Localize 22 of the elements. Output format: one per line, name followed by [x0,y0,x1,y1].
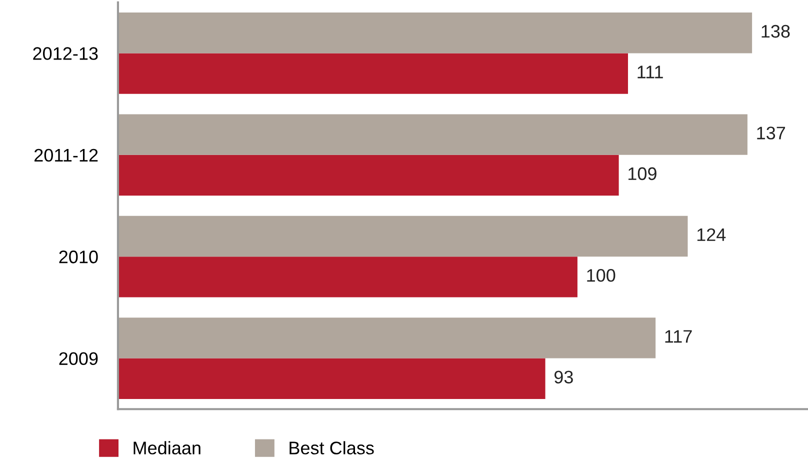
data-label: 93 [554,370,573,384]
legend-label: Mediaan [134,441,200,454]
bar [118,114,748,155]
data-label: 117 [665,330,692,343]
bar [118,216,688,257]
data-label: 109 [628,167,656,180]
bar [118,12,752,54]
data-label: 124 [697,228,726,241]
bar [118,358,546,399]
y-tick-label: 2009 [59,352,98,366]
y-tick-label: 2012-13 [33,47,98,60]
data-label: 138 [762,24,790,38]
data-label: 111 [638,66,663,78]
y-tick-label: 2010 [59,250,98,264]
bar [118,256,578,298]
legend-label: Best Class [290,441,374,454]
data-label: 137 [757,126,786,140]
data-label: 100 [587,269,616,282]
bar [118,53,628,94]
bar [118,318,656,358]
bar [118,154,619,196]
y-tick-label: 2011-12 [34,148,98,162]
